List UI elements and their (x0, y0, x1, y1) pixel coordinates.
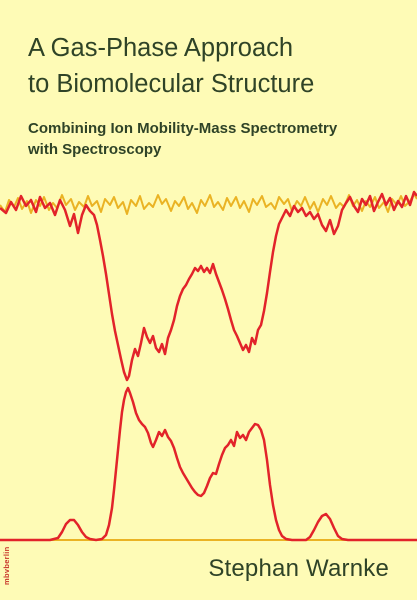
subtitle-line-2: with Spectroscopy (28, 141, 162, 158)
author-name: Stephan Warnke (208, 555, 389, 582)
lower-peak-trace-red (0, 386, 417, 542)
upper-baseline-trace-orange (0, 193, 417, 215)
publisher-name: mbvberlin (2, 546, 11, 585)
title-line-2: to Biomolecular Structure (28, 70, 315, 98)
subtitle-line-1: Combining Ion Mobility-Mass Spectrometry (28, 120, 338, 137)
book-title: A Gas-Phase Approach to Biomolecular Str… (28, 30, 408, 102)
upper-dip-trace-red (0, 190, 417, 382)
publisher-logo: mbvberlin (2, 546, 11, 585)
book-subtitle: Combining Ion Mobility-Mass Spectrometry… (28, 118, 408, 160)
title-line-1: A Gas-Phase Approach (28, 34, 294, 62)
spectra-illustration (0, 190, 417, 542)
